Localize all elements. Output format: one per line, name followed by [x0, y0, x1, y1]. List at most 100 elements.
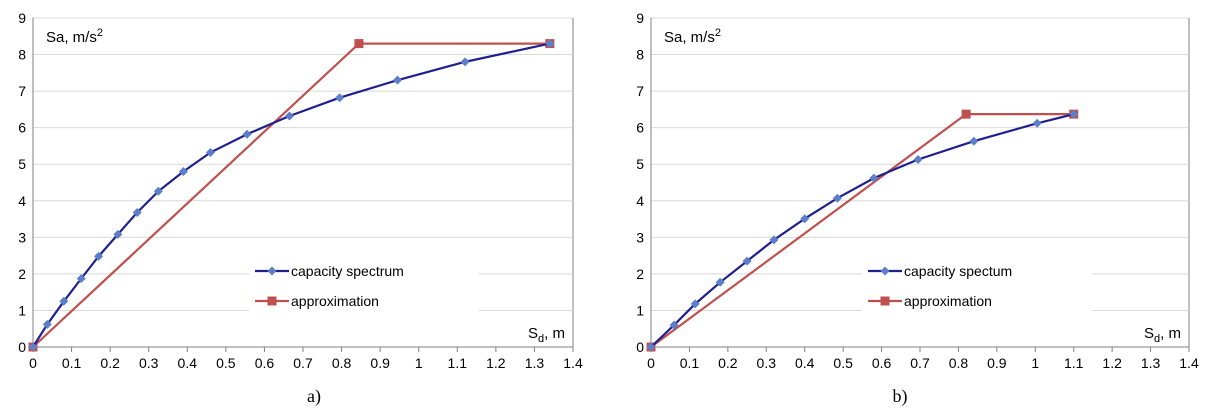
chart-0-data-point	[94, 251, 104, 261]
chart-1-x-tick-label: 0.1	[680, 355, 700, 371]
chart-0-data-point	[59, 296, 69, 306]
chart-1-y-axis-label: Sa, m/s2	[664, 27, 721, 46]
chart-1-y-tick-label: 6	[636, 120, 644, 136]
chart-1-y-tick-label: 1	[636, 302, 644, 318]
chart-1-legend: capacity spectum approximation	[862, 253, 1092, 313]
chart-1-data-point	[1069, 109, 1079, 119]
chart-1-data-point	[769, 235, 779, 245]
chart-0-data-point	[393, 75, 402, 85]
chart-0-data-point	[42, 319, 52, 329]
chart-0-y-tick-label: 6	[18, 120, 26, 136]
chart-0-data-point	[205, 148, 215, 158]
chart-0-series-capacity	[28, 39, 555, 352]
chart-1-x-axis-label-tail: , m	[1160, 325, 1181, 342]
chart-0-x-tick-label: 1.4	[563, 355, 583, 371]
chart-0-y-tick-label: 0	[18, 339, 26, 355]
chart-0-y-tick-label: 3	[18, 229, 26, 245]
chart-0-data-point	[113, 229, 123, 239]
chart-1-x-tick-label: 0.7	[910, 355, 930, 371]
chart-0-x-tick-label: 1	[415, 355, 423, 371]
chart-1-x-tick-label: 1.2	[1102, 355, 1122, 371]
chart-0-data-point	[460, 57, 470, 67]
chart-1-data-point	[690, 299, 700, 309]
chart-0-data-point	[28, 342, 38, 352]
chart-0-y-tick-label: 4	[18, 193, 26, 209]
chart-0-y-axis-label-sup: 2	[97, 27, 103, 39]
chart-1-x-tick-label: 0.5	[833, 355, 853, 371]
chart-1-y-tick-label: 9	[636, 10, 644, 26]
chart-0-y-tick-label: 2	[18, 266, 26, 282]
chart-0-legend-swatch-marker	[267, 266, 277, 276]
chart-0-y-tick-label: 5	[18, 156, 26, 172]
chart-1-x-tick-label: 0.8	[949, 355, 969, 371]
chart-1-x-tick-label: 0.9	[987, 355, 1007, 371]
chart-1-x-axis-label-sub: d	[1154, 333, 1160, 345]
chart-1-data-point	[969, 136, 979, 146]
chart-0-x-tick-label: 0.7	[293, 355, 313, 371]
chart-1-x-tick-label: 1.1	[1064, 355, 1084, 371]
chart-1-data-point	[832, 193, 842, 203]
chart-0-data-point	[76, 274, 86, 284]
chart-1-x-tick-label: 0	[647, 355, 655, 371]
chart-0-y-tick-label: 9	[18, 10, 26, 26]
chart-0-y-tick-label: 8	[18, 47, 26, 63]
chart-0-x-tick-label: 0.3	[139, 355, 159, 371]
chart-1-y-axis-label-sup: 2	[715, 27, 721, 39]
chart-0-x-tick-label: 0	[29, 355, 37, 371]
chart-0-x-axis-label-sub: d	[538, 333, 544, 345]
chart-0-x-tick-label: 1.2	[486, 355, 506, 371]
chart-a: 0 1 2 3 4 5 6 7 8 9 0 0.1 0.2 0.3 0.4 0.5 0.6 0.7 0.8 0.9 1 1…	[18, 10, 583, 371]
chart-panel-b: 0 1 2 3 4 5 6 7 8 9 0 0.1 0.2 0.3 0.4 0.5 0.6 0.7 0.8 0.9 1 1…	[610, 0, 1213, 414]
chart-1-data-point	[800, 214, 810, 224]
chart-0-x-axis-label-tail: , m	[544, 325, 565, 342]
chart-1-y-tick-label: 0	[636, 339, 644, 355]
chart-1-data-point	[961, 109, 971, 119]
chart-1-x-tick-label: 0.6	[872, 355, 892, 371]
chart-1-data-point	[715, 277, 725, 287]
chart-b: 0 1 2 3 4 5 6 7 8 9 0 0.1 0.2 0.3 0.4 0.5 0.6 0.7 0.8 0.9 1 1…	[636, 10, 1199, 371]
chart-1-x-tick-label: 0.4	[795, 355, 815, 371]
chart-1-x-tick-label: 1.3	[1141, 355, 1161, 371]
chart-0-x-tick-label: 1.3	[525, 355, 545, 371]
chart-1-y-tick-label: 4	[636, 193, 644, 209]
chart-1-data-point	[742, 256, 752, 266]
chart-0-x-tick-label: 0.5	[216, 355, 236, 371]
chart-0-y-tick-label: 1	[18, 302, 26, 318]
chart-0-x-tick-label: 0.6	[255, 355, 275, 371]
chart-1-data-point	[913, 154, 923, 164]
chart-0-data-point	[242, 129, 252, 139]
chart-1-x-tick-label: 0.3	[757, 355, 777, 371]
chart-1-series-capacity	[646, 109, 1079, 352]
chart-1-legend-entry-label: approximation	[904, 293, 992, 309]
chart-0-data-point	[285, 111, 294, 121]
chart-0-legend-swatch-marker	[267, 296, 277, 306]
chart-1-y-tick-label: 5	[636, 156, 644, 172]
chart-1-legend-bg	[862, 253, 1092, 313]
chart-0-data-point	[354, 39, 364, 49]
chart-0-x-tick-label: 0.1	[62, 355, 82, 371]
chart-0-x-tick-label: 0.9	[370, 355, 390, 371]
chart-0-data-point	[335, 93, 345, 103]
chart-1-legend-swatch-marker	[880, 296, 890, 306]
panel-label-b: b)	[892, 386, 908, 406]
chart-1-y-tick-label: 8	[636, 47, 644, 63]
chart-0-x-axis-label: Sd, m	[528, 325, 565, 345]
chart-0-data-point	[132, 207, 142, 217]
chart-1-data-point	[669, 320, 679, 330]
chart-0-y-axis-label: Sa, m/s2	[46, 27, 103, 46]
chart-0-legend-entry-label: approximation	[291, 293, 379, 309]
chart-1-legend-swatch-marker	[880, 266, 890, 276]
chart-0-series-line	[32, 42, 551, 348]
chart-0-x-tick-label: 0.8	[332, 355, 352, 371]
chart-1-y-tick-label: 2	[636, 266, 644, 282]
chart-1-x-axis-label: Sd, m	[1144, 325, 1181, 345]
chart-0-x-tick-label: 0.4	[178, 355, 198, 371]
chart-1-y-tick-label: 7	[636, 83, 644, 99]
chart-1-legend-entry-label: capacity spectum	[904, 263, 1012, 279]
chart-0-data-point	[545, 39, 555, 49]
chart-panel-a: 0 1 2 3 4 5 6 7 8 9 0 0.1 0.2 0.3 0.4 0.5 0.6 0.7 0.8 0.9 1 1…	[0, 0, 600, 414]
chart-0-data-point	[178, 167, 188, 177]
chart-1-data-point	[1032, 118, 1042, 128]
chart-1-x-tick-label: 1.4	[1179, 355, 1199, 371]
chart-1-x-tick-label: 0.2	[718, 355, 738, 371]
